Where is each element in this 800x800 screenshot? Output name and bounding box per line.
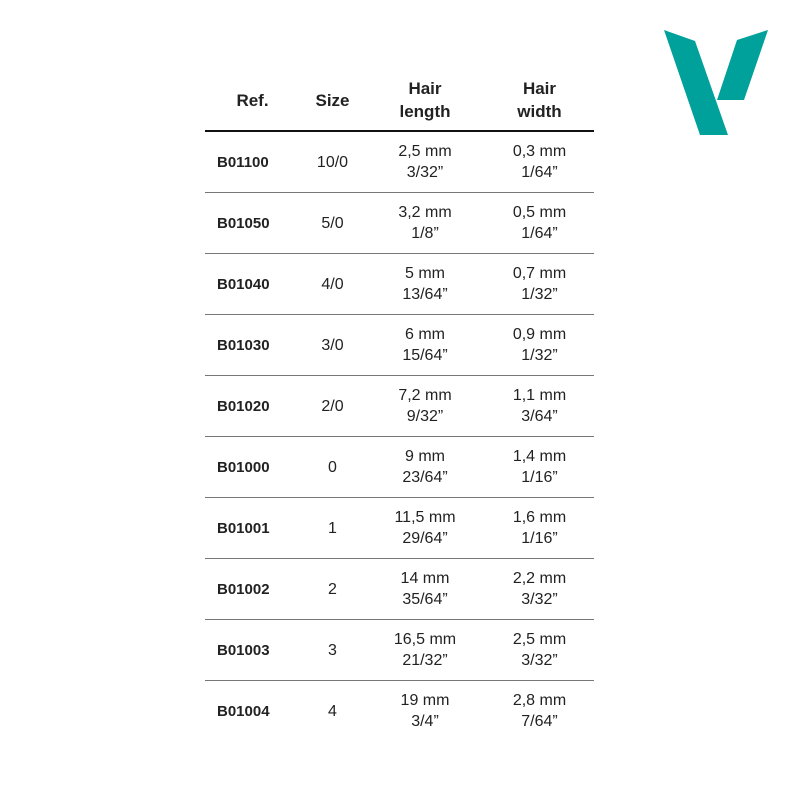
length-mm: 9 mm <box>405 448 445 465</box>
size-cell: 5/0 <box>300 192 365 254</box>
ref-cell: B01050 <box>205 192 300 254</box>
width-in: 3/32” <box>521 591 558 608</box>
table-row: B01001 1 11,5 mm 29/64” 1,6 mm 1/16” <box>205 497 594 559</box>
length-mm: 2,5 mm <box>398 143 452 160</box>
width-mm: 0,3 mm <box>512 143 567 160</box>
ref-cell: B01004 <box>217 702 270 720</box>
width-mm: 0,5 mm <box>512 204 567 221</box>
hair-width-cell: 2,5 mm 3/32” <box>485 619 594 681</box>
ref-cell: B01002 <box>205 558 300 620</box>
hair-width-cell: 2,2 mm 3/32” <box>485 558 594 620</box>
table-row: B01002 2 14 mm 35/64” 2,2 mm 3/32” <box>205 558 594 620</box>
width-mm: 0,7 mm <box>512 265 567 282</box>
hair-length-cell: 16,5 mm 21/32” <box>365 619 485 681</box>
width-mm: 2,2 mm <box>512 570 567 587</box>
table-row: B01020 2/0 7,2 mm 9/32” 1,1 mm 3/64” <box>205 375 594 437</box>
size-cell: 3/0 <box>300 314 365 376</box>
header-hair-width: Hair width <box>485 70 594 132</box>
hair-length-cell: 14 mm 35/64” <box>365 558 485 620</box>
ref-cell: B01000 <box>205 436 300 498</box>
width-mm: 2,8 mm <box>512 692 567 709</box>
size-cell: 3 <box>300 619 365 681</box>
hair-width-cell: 2,8 mm 7/64” <box>485 681 594 742</box>
hair-width-cell: 0,7 mm 1/32” <box>485 253 594 315</box>
size-cell: 10/0 <box>300 131 365 193</box>
width-in: 1/64” <box>521 225 558 242</box>
header-ref: Ref. <box>205 70 300 132</box>
table-row: B01004 4 19 mm 3/4” 2,8 mm 7/64” <box>205 681 594 742</box>
hair-width-cell: 0,9 mm 1/32” <box>485 314 594 376</box>
length-in: 29/64” <box>402 530 448 547</box>
length-in: 1/8” <box>411 225 439 242</box>
hair-length-cell: 11,5 mm 29/64” <box>365 497 485 559</box>
hair-length-cell: 7,2 mm 9/32” <box>365 375 485 437</box>
header-hair-length: Hair length <box>365 70 485 132</box>
hair-width-cell: 0,5 mm 1/64” <box>485 192 594 254</box>
ref-cell: B01020 <box>205 375 300 437</box>
width-mm: 1,1 mm <box>512 387 567 404</box>
width-in: 3/32” <box>521 652 558 669</box>
brush-size-table: Ref. Size Hair length Hair width B01100 10/… <box>205 70 594 741</box>
length-mm: 3,2 mm <box>398 204 452 221</box>
length-mm: 5 mm <box>405 265 445 282</box>
size-cell: 4 <box>328 702 337 720</box>
width-in: 7/64” <box>521 713 558 730</box>
length-in: 35/64” <box>402 591 448 608</box>
hair-length-cell: 3,2 mm 1/8” <box>365 192 485 254</box>
length-in: 3/32” <box>406 164 444 181</box>
width-in: 1/16” <box>521 530 558 547</box>
width-mm: 1,6 mm <box>512 509 567 526</box>
hair-width-cell: 1,4 mm 1/16” <box>485 436 594 498</box>
width-in: 1/32” <box>521 347 558 364</box>
size-cell: 1 <box>300 497 365 559</box>
length-in: 13/64” <box>402 286 448 303</box>
width-in: 1/16” <box>521 469 558 486</box>
length-in: 15/64” <box>402 347 448 364</box>
header-size: Size <box>300 70 365 132</box>
table-row: B01100 10/0 2,5 mm 3/32” 0,3 mm 1/64” <box>205 131 594 193</box>
size-cell: 4/0 <box>300 253 365 315</box>
ref-cell: B01030 <box>205 314 300 376</box>
hair-width-cell: 1,6 mm 1/16” <box>485 497 594 559</box>
brand-logo-icon <box>664 30 768 135</box>
table-row: B01000 0 9 mm 23/64” 1,4 mm 1/16” <box>205 436 594 498</box>
length-mm: 7,2 mm <box>398 387 452 404</box>
hair-length-cell: 9 mm 23/64” <box>365 436 485 498</box>
size-cell: 2 <box>300 558 365 620</box>
width-mm: 2,5 mm <box>512 631 567 648</box>
hair-length-cell: 19 mm 3/4” <box>365 681 485 742</box>
table-row: B01003 3 16,5 mm 21/32” 2,5 mm 3/32” <box>205 619 594 681</box>
length-mm: 16,5 mm <box>393 631 457 648</box>
ref-cell: B01001 <box>205 497 300 559</box>
table-row: B01030 3/0 6 mm 15/64” 0,9 mm 1/32” <box>205 314 594 376</box>
length-mm: 19 mm <box>400 692 450 709</box>
ref-cell: B01100 <box>205 131 300 193</box>
length-in: 21/32” <box>402 652 448 669</box>
width-mm: 0,9 mm <box>512 326 567 343</box>
hair-length-cell: 5 mm 13/64” <box>365 253 485 315</box>
width-in: 3/64” <box>521 408 558 425</box>
hair-length-cell: 6 mm 15/64” <box>365 314 485 376</box>
length-mm: 14 mm <box>400 570 450 587</box>
size-cell: 0 <box>300 436 365 498</box>
hair-width-cell: 0,3 mm 1/64” <box>485 131 594 193</box>
length-in: 23/64” <box>402 469 448 486</box>
table-header-row: Ref. Size Hair length Hair width <box>205 70 594 132</box>
length-mm: 6 mm <box>405 326 445 343</box>
table-row: B01050 5/0 3,2 mm 1/8” 0,5 mm 1/64” <box>205 192 594 254</box>
width-mm: 1,4 mm <box>512 448 567 465</box>
length-in: 9/32” <box>406 408 444 425</box>
ref-cell: B01003 <box>205 619 300 681</box>
length-in: 3/4” <box>411 713 439 730</box>
ref-cell: B01040 <box>205 253 300 315</box>
size-cell: 2/0 <box>300 375 365 437</box>
length-mm: 11,5 mm <box>394 509 456 526</box>
width-in: 1/64” <box>521 164 558 181</box>
table-row: B01040 4/0 5 mm 13/64” 0,7 mm 1/32” <box>205 253 594 315</box>
hair-width-cell: 1,1 mm 3/64” <box>485 375 594 437</box>
hair-length-cell: 2,5 mm 3/32” <box>365 131 485 193</box>
width-in: 1/32” <box>521 286 558 303</box>
